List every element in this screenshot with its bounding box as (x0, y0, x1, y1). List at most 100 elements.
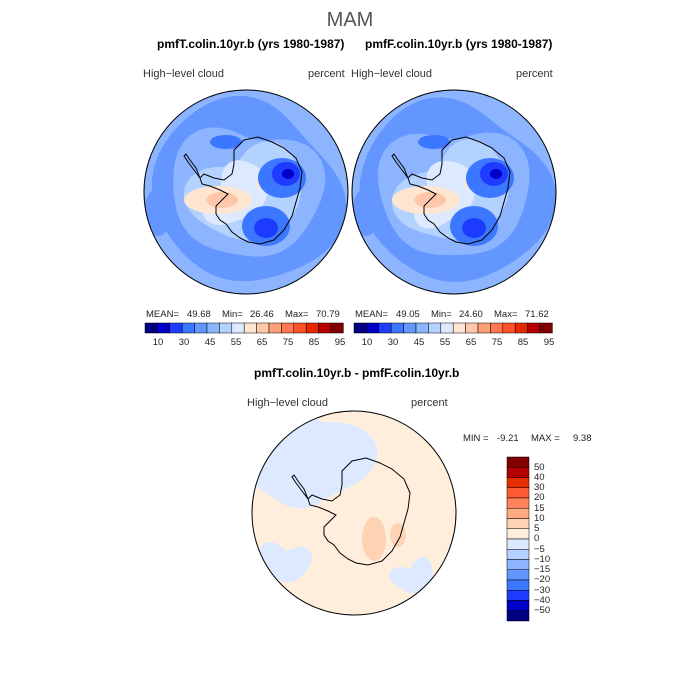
colorbar-segment (293, 322, 307, 334)
negative-diff-southeast (389, 557, 433, 594)
colorbar-segment (330, 322, 344, 334)
colorbar-segment (506, 569, 530, 581)
colorbar-segment (506, 528, 530, 540)
panel1-max-label: Max= (285, 309, 309, 320)
panel1-max: 70.79 (316, 309, 340, 320)
panel3-tick: −30 (534, 585, 551, 596)
colorbar-segment (452, 322, 466, 334)
low-cloud-north (210, 135, 242, 149)
panel3-tick: −15 (534, 564, 551, 575)
colorbar-segment (506, 549, 530, 560)
colorbar-segment (527, 322, 541, 334)
panel2-variable: High−level cloud (351, 68, 433, 80)
panel2-min: 24.60 (459, 309, 483, 320)
panel2-mean-label: MEAN= (355, 309, 388, 320)
panel3-tick: 40 (534, 472, 545, 483)
colorbar-segment (194, 322, 208, 334)
coastline (407, 136, 511, 245)
map-field (144, 90, 348, 294)
colorbar-segment (506, 610, 530, 622)
panel2-max-label: Max= (494, 309, 518, 320)
panel3-min: -9.21 (497, 433, 519, 444)
colorbar-segment (506, 508, 530, 519)
low-cloud-west (144, 188, 172, 236)
colorbar-segment (181, 322, 195, 334)
panel2-title: pmfF.colin.10yr.b (yrs 1980-1987) (365, 37, 553, 51)
colorbar-segment (157, 322, 171, 334)
panel2-mean: 49.05 (396, 309, 420, 320)
low-cloud-east-min (490, 169, 502, 179)
panel1-tick: 95 (334, 337, 346, 348)
panel3-max-label: MAX = (531, 433, 560, 444)
colorbar-segment (353, 322, 367, 334)
panel3-tick: −10 (534, 554, 551, 565)
panel1-tick: 65 (256, 337, 268, 348)
panel1-map (143, 89, 349, 295)
panel2-colorbar (353, 322, 553, 334)
colorbar-segment (219, 322, 233, 334)
colorbar-segment (506, 497, 530, 509)
panel1-units: percent (308, 68, 345, 80)
map-field (352, 90, 556, 294)
colorbar-segment (506, 590, 530, 601)
colorbar-segment (465, 322, 479, 334)
colorbar-segment (506, 538, 530, 550)
coastline-peninsula (391, 153, 409, 179)
colorbar-segment (256, 322, 270, 334)
panel3-tick: 5 (534, 523, 540, 534)
panel3-min-label: MIN = (463, 433, 489, 444)
panel2-tick: 45 (413, 337, 425, 348)
positive-diff-east (390, 523, 406, 547)
colorbar-segment (506, 487, 530, 499)
panel2-tick: 10 (361, 337, 373, 348)
coastline-peninsula (183, 153, 201, 179)
colorbar-segment (243, 322, 257, 334)
colorbar-segment (490, 322, 504, 334)
colorbar-segment (318, 322, 332, 334)
panel2-tick: 65 (465, 337, 477, 348)
map-border (251, 410, 457, 616)
panel3-tick: 50 (534, 462, 545, 473)
colorbar-segment (440, 322, 454, 334)
low-cloud-west (352, 188, 380, 236)
colorbar-segment (506, 467, 530, 478)
panel3-tick: 30 (534, 482, 545, 493)
panel2-map (351, 89, 557, 295)
panel3-tick: 10 (534, 513, 545, 524)
colorbar-segment (506, 456, 530, 468)
map-border (351, 89, 557, 295)
low-cloud-south-core (462, 218, 486, 238)
colorbar-segment (305, 322, 319, 334)
panel3-tick: −20 (534, 574, 551, 585)
colorbar-segment (268, 322, 282, 334)
season-title: MAM (326, 9, 374, 31)
panel1-mean-label: MEAN= (146, 309, 179, 320)
panel3-tick: −5 (534, 544, 545, 555)
colorbar-segment (415, 322, 429, 334)
panel1-tick: 85 (308, 337, 320, 348)
colorbar-segment (502, 322, 516, 334)
colorbar-segment (169, 322, 183, 334)
panel1-tick: 30 (178, 337, 190, 348)
panel1-title: pmfT.colin.10yr.b (yrs 1980-1987) (157, 37, 345, 51)
panel2-tick: 85 (517, 337, 529, 348)
colorbar-segment (403, 322, 417, 334)
panel2-tick: 30 (387, 337, 399, 348)
panel3-tick: 15 (534, 503, 545, 514)
low-cloud-east-min (282, 169, 294, 179)
colorbar-segment (206, 322, 220, 334)
panel1-tick: 75 (282, 337, 294, 348)
panel3-tick: −50 (534, 605, 551, 616)
colorbar-segment (506, 579, 530, 591)
colorbar-segment (506, 518, 530, 529)
panel1-tick: 10 (152, 337, 164, 348)
colorbar-segment (390, 322, 404, 334)
panel1-colorbar (144, 322, 344, 334)
colorbar-segment (378, 322, 392, 334)
panel2-tick: 55 (439, 337, 451, 348)
panel1-variable: High−level cloud (143, 68, 225, 80)
panel3-tick: −40 (534, 595, 551, 606)
panel3-max: 9.38 (573, 433, 592, 444)
